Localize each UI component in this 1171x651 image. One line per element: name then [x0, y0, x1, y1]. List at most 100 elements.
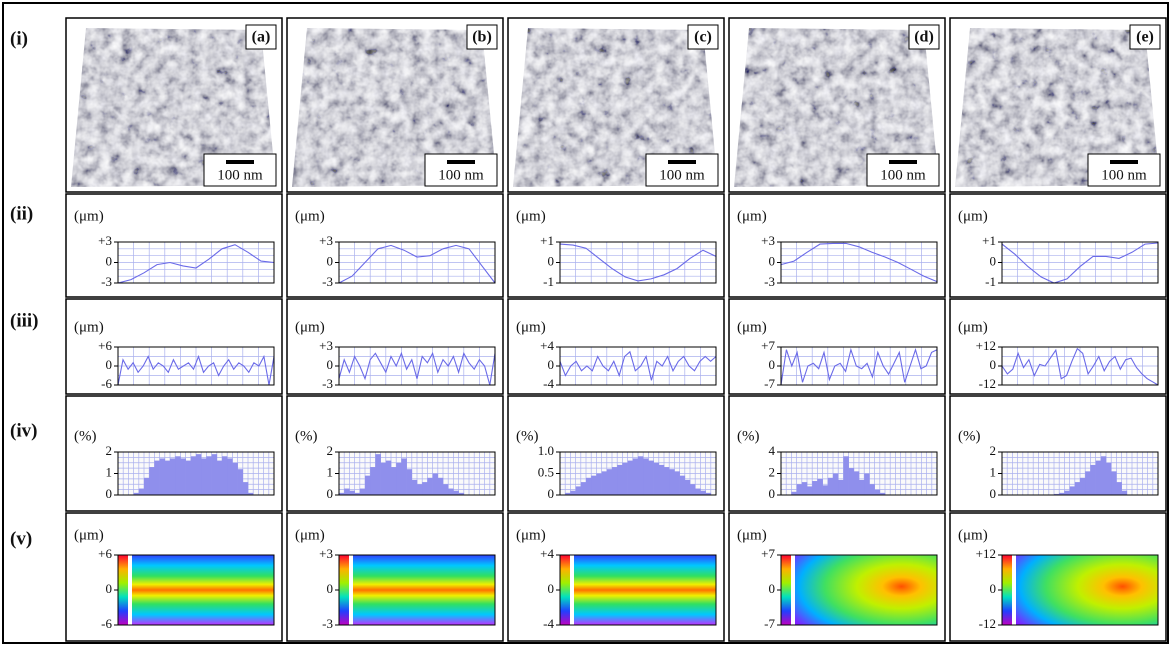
panel-frame — [65, 298, 283, 395]
panel-frame — [65, 395, 283, 512]
plot-frame — [780, 241, 938, 284]
histogram-bar — [339, 492, 345, 495]
panel-label-box — [687, 24, 719, 50]
colorbar-gap — [349, 555, 353, 625]
unit-label: (μm) — [295, 319, 325, 335]
histogram-bar — [684, 479, 691, 495]
histogram-bar — [612, 467, 618, 495]
histogram-bar — [391, 467, 397, 495]
profile-line — [559, 243, 717, 282]
profile-line — [1001, 347, 1159, 386]
profile-line — [338, 351, 496, 386]
colorbar — [1002, 555, 1012, 625]
y-tick-label: -7 — [764, 376, 775, 391]
histogram-bar — [401, 458, 407, 495]
y-tick-label: 0 — [106, 486, 113, 501]
histogram-bar — [448, 488, 454, 495]
panel-frame — [65, 193, 283, 298]
y-tick-label: -1 — [985, 274, 996, 289]
histogram-bar — [175, 456, 181, 495]
plot-frame — [559, 554, 717, 626]
profile-line — [117, 244, 275, 284]
histogram-bar — [674, 471, 680, 495]
height-map — [1016, 555, 1158, 625]
plot-frame — [338, 451, 496, 496]
histogram-bar — [242, 482, 249, 495]
plot-frame — [117, 241, 275, 284]
histogram-bar — [406, 469, 413, 495]
histogram-bar — [458, 492, 465, 495]
panel-frame — [949, 193, 1167, 298]
histogram-bar — [396, 462, 402, 495]
histogram-bar — [843, 456, 849, 495]
plot-frame — [559, 451, 717, 496]
panel-frame — [507, 395, 725, 512]
y-tick-label: 0 — [106, 253, 113, 268]
panel-frame — [507, 298, 725, 395]
panel-frame — [728, 193, 946, 298]
unit-label: (μm) — [958, 208, 988, 224]
y-tick-label: +6 — [98, 338, 112, 353]
panel-label-box — [1129, 24, 1161, 50]
y-tick-label: +1 — [982, 233, 996, 248]
y-tick-label: 0 — [327, 581, 334, 596]
scale-label: 100 nm — [659, 167, 705, 183]
panel-frame — [286, 512, 504, 642]
y-tick-label: 0 — [327, 486, 334, 501]
scale-box — [866, 153, 940, 187]
histogram-bar — [591, 475, 597, 495]
histogram-bar — [1085, 471, 1091, 495]
height-map — [574, 555, 716, 625]
histogram-bar — [380, 462, 387, 495]
y-tick-label: -3 — [101, 274, 112, 289]
histogram-bar — [211, 454, 218, 495]
colorbar — [781, 555, 791, 625]
plot-frame — [1001, 554, 1159, 626]
profile-line — [1001, 242, 1159, 284]
row-label: (v) — [10, 528, 32, 549]
profile-line — [338, 244, 496, 284]
y-tick-label: +4 — [540, 546, 554, 561]
histogram-bar — [411, 479, 418, 495]
histogram-bar — [801, 482, 808, 495]
y-tick-label: 1 — [327, 464, 334, 479]
histogram-bar — [679, 475, 686, 495]
y-tick-label: +12 — [976, 338, 996, 353]
y-tick-label: +6 — [98, 546, 112, 561]
histogram-bar — [432, 473, 439, 495]
plot-frame — [338, 554, 496, 626]
histogram-bar — [180, 458, 186, 495]
unit-label: (μm) — [74, 208, 104, 224]
histogram-bar — [807, 486, 813, 495]
scale-label: 100 nm — [217, 167, 263, 183]
y-tick-label: 0 — [769, 486, 776, 501]
y-tick-label: -4 — [543, 376, 554, 391]
plot-frame — [117, 346, 275, 386]
histogram-bar — [370, 467, 376, 495]
histogram-bar — [833, 473, 839, 495]
panel-frame — [728, 395, 946, 512]
colorbar-gap — [128, 555, 132, 625]
histogram-bar — [859, 479, 865, 495]
y-tick-label: 1 — [990, 464, 997, 479]
panel-frame — [286, 395, 504, 512]
histogram-bar — [669, 469, 675, 495]
histogram-bar — [190, 456, 197, 495]
histogram-bar — [853, 471, 860, 495]
unit-label: (μm) — [516, 208, 546, 224]
plot-frame — [780, 346, 938, 386]
histogram-bar — [658, 464, 665, 495]
y-tick-label: -6 — [101, 616, 112, 631]
panel-label: (e) — [1136, 29, 1154, 46]
plot-frame — [780, 554, 938, 626]
y-tick-label: -12 — [979, 616, 996, 631]
histogram-bar — [596, 473, 602, 495]
plot-frame — [559, 346, 717, 386]
histogram-bar — [1054, 493, 1060, 495]
profile-line — [117, 354, 275, 386]
histogram-bar — [638, 456, 644, 495]
histogram-bar — [443, 484, 449, 495]
y-tick-label: 0 — [769, 581, 776, 596]
histogram-bar — [159, 458, 166, 495]
histogram-bar — [206, 456, 212, 495]
